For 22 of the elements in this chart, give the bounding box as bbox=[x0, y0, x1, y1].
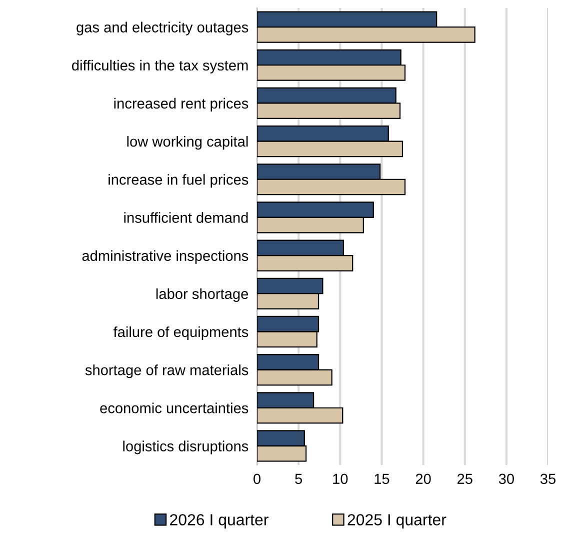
y-tick-label: economic uncertainties bbox=[100, 402, 248, 414]
x-tick-label: 0 bbox=[254, 474, 260, 484]
y-tick-label: low working capital bbox=[127, 136, 248, 150]
x-tick-label: 15 bbox=[374, 474, 390, 484]
x-tick-label: 35 bbox=[540, 474, 556, 484]
legend-label: 2025 I quarter bbox=[348, 514, 446, 529]
y-tick-label: labor shortage bbox=[156, 288, 248, 302]
y-tick-label: gas and electricity outages bbox=[76, 22, 248, 36]
y-tick-label: insufficient demand bbox=[124, 212, 248, 223]
y-tick-label: administrative inspections bbox=[82, 250, 248, 264]
x-tick-label: 5 bbox=[295, 474, 302, 484]
y-tick-label: failure of equipments bbox=[114, 326, 248, 340]
y-tick-label: increased rent prices bbox=[114, 98, 248, 112]
x-tick-label: 10 bbox=[333, 474, 348, 484]
legend-label: 2026 I quarter bbox=[170, 514, 268, 529]
y-tick-label: logistics disruptions bbox=[123, 440, 248, 454]
y-tick-label: increase in fuel prices bbox=[108, 174, 248, 188]
y-tick-label: shortage of raw materials bbox=[85, 364, 248, 378]
y-tick-label: difficulties in the tax system bbox=[72, 60, 248, 74]
x-tick-label: 20 bbox=[416, 474, 431, 484]
x-tick-label: 25 bbox=[457, 474, 472, 484]
x-tick-label: 30 bbox=[498, 474, 514, 484]
